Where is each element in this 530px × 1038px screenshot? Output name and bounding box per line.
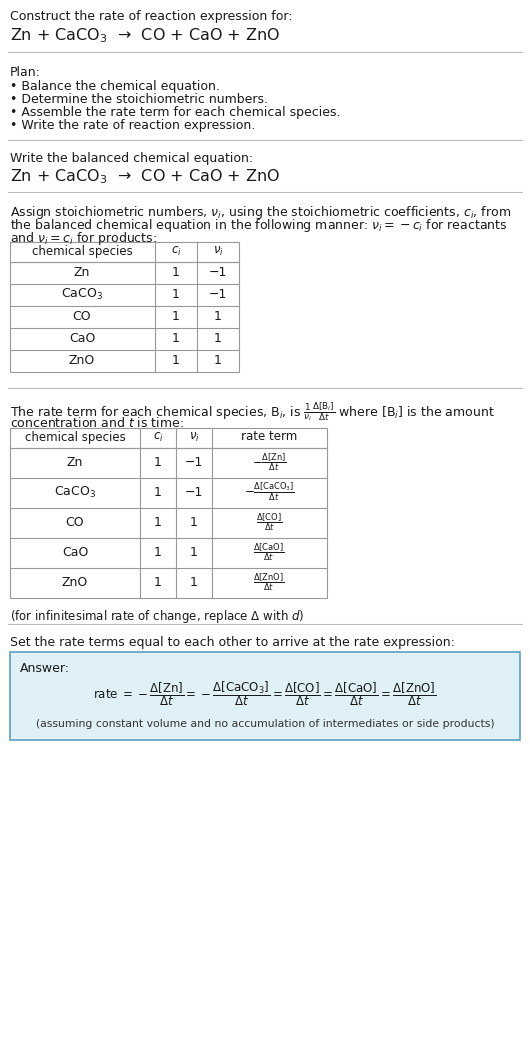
Text: $-\frac{\Delta[\mathrm{Zn}]}{\Delta t}$: $-\frac{\Delta[\mathrm{Zn}]}{\Delta t}$: [252, 452, 286, 473]
Text: 1: 1: [190, 516, 198, 528]
Text: $\frac{\Delta[\mathrm{CaO}]}{\Delta t}$: $\frac{\Delta[\mathrm{CaO}]}{\Delta t}$: [253, 541, 285, 563]
Text: 1: 1: [154, 546, 162, 558]
Text: CO: CO: [66, 516, 84, 528]
Text: CaCO$_3$: CaCO$_3$: [54, 485, 96, 499]
Text: 1: 1: [214, 309, 222, 323]
Text: • Assemble the rate term for each chemical species.: • Assemble the rate term for each chemic…: [10, 106, 340, 119]
Text: $-\frac{\Delta[\mathrm{CaCO_3}]}{\Delta t}$: $-\frac{\Delta[\mathrm{CaCO_3}]}{\Delta …: [244, 481, 295, 503]
Text: −1: −1: [185, 456, 203, 468]
Text: 1: 1: [172, 266, 180, 278]
Text: $c_i$: $c_i$: [171, 245, 181, 257]
Text: Zn + CaCO$_3$  →  CO + CaO + ZnO: Zn + CaCO$_3$ → CO + CaO + ZnO: [10, 26, 280, 45]
Text: CO: CO: [73, 309, 91, 323]
Text: −1: −1: [209, 266, 227, 278]
Text: Answer:: Answer:: [20, 662, 70, 675]
Text: 1: 1: [172, 354, 180, 366]
Text: 1: 1: [172, 331, 180, 345]
Text: concentration and $t$ is time:: concentration and $t$ is time:: [10, 416, 184, 430]
Bar: [10, 652, 520, 740]
Text: CaO: CaO: [62, 546, 88, 558]
Text: Assign stoichiometric numbers, $\nu_i$, using the stoichiometric coefficients, $: Assign stoichiometric numbers, $\nu_i$, …: [10, 204, 511, 221]
Text: CaCO$_3$: CaCO$_3$: [61, 286, 103, 302]
Text: rate $= -\dfrac{\Delta[\mathrm{Zn}]}{\Delta t} = -\dfrac{\Delta[\mathrm{CaCO_3}]: rate $= -\dfrac{\Delta[\mathrm{Zn}]}{\De…: [93, 680, 437, 708]
Text: Construct the rate of reaction expression for:: Construct the rate of reaction expressio…: [10, 10, 293, 23]
Text: Zn: Zn: [67, 456, 83, 468]
Text: $\nu_i$: $\nu_i$: [189, 431, 199, 443]
Text: −1: −1: [185, 486, 203, 498]
Text: 1: 1: [190, 575, 198, 589]
Text: chemical species: chemical species: [24, 431, 126, 443]
Text: Set the rate terms equal to each other to arrive at the rate expression:: Set the rate terms equal to each other t…: [10, 636, 455, 649]
Text: • Determine the stoichiometric numbers.: • Determine the stoichiometric numbers.: [10, 93, 268, 106]
Text: the balanced chemical equation in the following manner: $\nu_i = -c_i$ for react: the balanced chemical equation in the fo…: [10, 217, 508, 234]
Text: 1: 1: [154, 516, 162, 528]
Text: 1: 1: [214, 331, 222, 345]
Text: The rate term for each chemical species, B$_i$, is $\frac{1}{\nu_i}\frac{\Delta[: The rate term for each chemical species,…: [10, 400, 495, 422]
Text: • Write the rate of reaction expression.: • Write the rate of reaction expression.: [10, 119, 255, 132]
Text: (assuming constant volume and no accumulation of intermediates or side products): (assuming constant volume and no accumul…: [36, 719, 494, 729]
Bar: [10, 428, 327, 598]
Text: ZnO: ZnO: [69, 354, 95, 366]
Text: 1: 1: [154, 456, 162, 468]
Text: CaO: CaO: [69, 331, 95, 345]
Text: and $\nu_i = c_i$ for products:: and $\nu_i = c_i$ for products:: [10, 230, 157, 247]
Text: $\nu_i$: $\nu_i$: [213, 245, 224, 257]
Text: $\frac{\Delta[\mathrm{CO}]}{\Delta t}$: $\frac{\Delta[\mathrm{CO}]}{\Delta t}$: [256, 511, 282, 532]
Text: Zn: Zn: [74, 266, 90, 278]
Text: 1: 1: [154, 486, 162, 498]
Text: • Balance the chemical equation.: • Balance the chemical equation.: [10, 80, 220, 93]
Text: chemical species: chemical species: [32, 245, 132, 257]
Text: Plan:: Plan:: [10, 66, 41, 79]
Text: Write the balanced chemical equation:: Write the balanced chemical equation:: [10, 152, 253, 165]
Text: (for infinitesimal rate of change, replace Δ with $d$): (for infinitesimal rate of change, repla…: [10, 608, 304, 625]
Text: 1: 1: [172, 288, 180, 300]
Text: $\frac{\Delta[\mathrm{ZnO}]}{\Delta t}$: $\frac{\Delta[\mathrm{ZnO}]}{\Delta t}$: [253, 571, 285, 593]
Bar: [10, 242, 239, 372]
Text: 1: 1: [172, 309, 180, 323]
Text: 1: 1: [190, 546, 198, 558]
Text: rate term: rate term: [241, 431, 297, 443]
Text: ZnO: ZnO: [62, 575, 88, 589]
Text: −1: −1: [209, 288, 227, 300]
Text: 1: 1: [214, 354, 222, 366]
Text: $c_i$: $c_i$: [153, 431, 163, 443]
Text: 1: 1: [154, 575, 162, 589]
Text: Zn + CaCO$_3$  →  CO + CaO + ZnO: Zn + CaCO$_3$ → CO + CaO + ZnO: [10, 167, 280, 186]
